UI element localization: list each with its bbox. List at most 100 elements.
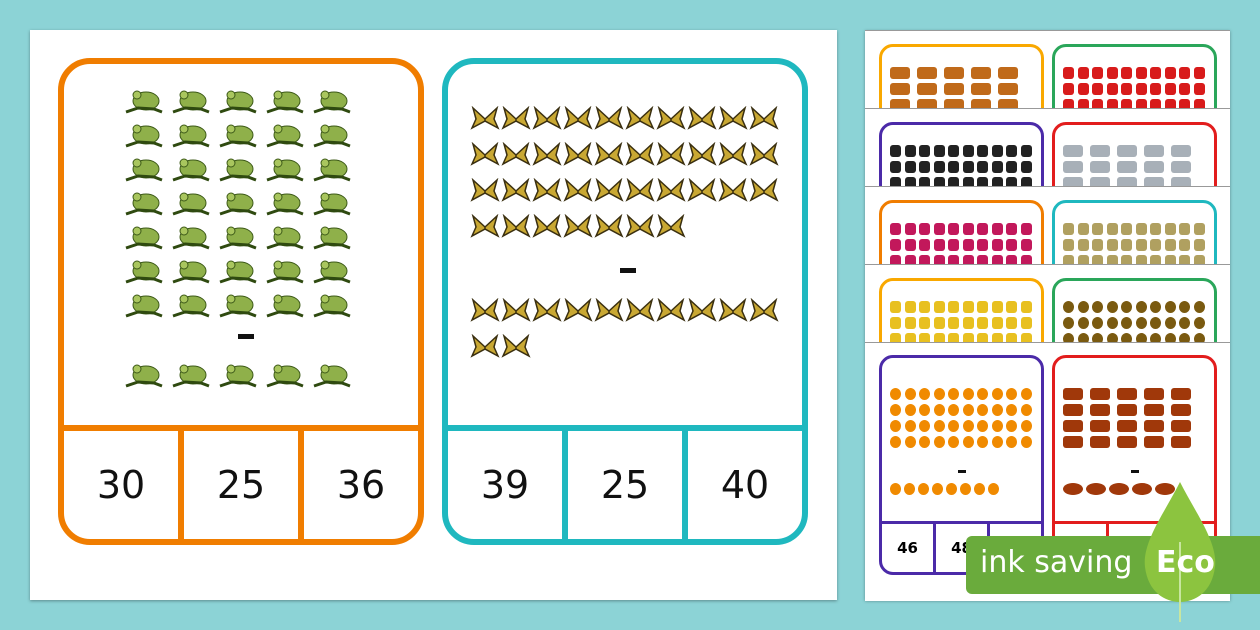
orange-icon	[919, 436, 930, 448]
domino-icon	[904, 177, 916, 189]
flower-icon	[948, 317, 959, 329]
butterfly-icon	[594, 177, 625, 208]
flower-icon	[962, 317, 974, 329]
butterfly-icon	[718, 177, 749, 208]
answer-option[interactable]: 25	[178, 431, 298, 539]
sunflower-icon	[1135, 333, 1147, 345]
flower-icon	[890, 333, 901, 345]
orange-icon	[962, 436, 974, 448]
domino-icon	[948, 161, 959, 173]
fish-icon	[1090, 420, 1110, 432]
ice-lolly-icon	[890, 239, 901, 251]
answer-option[interactable]: 39	[480, 463, 530, 507]
frog-icon	[312, 122, 359, 152]
sunflower-icon	[1106, 333, 1118, 345]
frog-icon	[171, 88, 218, 118]
answer-option[interactable]: 36	[298, 431, 418, 539]
ladybird-icon	[1063, 83, 1074, 95]
stick-preview-card	[1052, 200, 1217, 267]
flower-icon	[948, 301, 959, 313]
fish-icon	[1144, 436, 1164, 448]
orange-icon	[991, 404, 1003, 416]
ladybird-icon	[1077, 99, 1089, 111]
ice-lolly-icon	[962, 239, 974, 251]
squirrel-icon	[917, 67, 937, 79]
ice-lolly-icon	[933, 255, 945, 267]
frog-icon	[312, 88, 359, 118]
ladybird-icon	[1063, 99, 1074, 111]
domino-icon	[977, 145, 988, 157]
fish-icon	[1155, 483, 1175, 495]
squirrel-icon	[971, 83, 991, 95]
sunflower-icon	[1135, 301, 1147, 313]
preview-sheet	[865, 264, 1230, 345]
frog-icon	[124, 292, 171, 322]
stick-icon	[1179, 223, 1190, 235]
butterfly-icon	[563, 177, 594, 208]
stick-icon	[1193, 223, 1205, 235]
fish-icon	[1171, 388, 1191, 400]
sunflower-icon	[1063, 301, 1074, 313]
stick-icon	[1121, 223, 1132, 235]
frog-icon	[171, 156, 218, 186]
fish-icon	[1171, 420, 1191, 432]
cloud-icon	[1090, 161, 1110, 173]
frog-icon	[171, 258, 218, 288]
ladybird-icon	[1121, 83, 1132, 95]
butterfly-icon	[594, 105, 625, 136]
squirrel-icon	[890, 67, 910, 79]
ice-lolly-icon	[948, 255, 959, 267]
minus-sign	[238, 334, 254, 339]
flower-icon	[890, 317, 901, 329]
flower-icon	[904, 317, 916, 329]
frog-group-first	[124, 88, 359, 322]
flower-icon	[991, 333, 1003, 345]
fish-icon	[1117, 388, 1137, 400]
butterfly-icon	[687, 105, 718, 136]
flower-icon	[933, 317, 945, 329]
flower-icon	[948, 333, 959, 345]
cloud-icon	[1117, 161, 1137, 173]
orange-icon	[932, 483, 943, 495]
sunflower-icon	[1179, 301, 1190, 313]
flower-icon	[933, 301, 945, 313]
answer-option[interactable]: 46	[897, 539, 918, 557]
domino-icon	[962, 177, 974, 189]
ice-lolly-icon	[1006, 223, 1017, 235]
flower-icon	[1006, 317, 1017, 329]
squirrel-icon	[944, 67, 964, 79]
sunflower-icon	[1150, 317, 1161, 329]
butterfly-icon	[687, 177, 718, 208]
ice-lolly-icon	[919, 255, 930, 267]
orange-icon	[1020, 404, 1032, 416]
answer-option[interactable]: 30	[96, 463, 146, 507]
frog-icon	[265, 190, 312, 220]
answer-option[interactable]: 25	[562, 431, 682, 539]
frog-icon	[218, 362, 265, 392]
flower-icon	[904, 301, 916, 313]
frog-icon	[124, 224, 171, 254]
preview-sheet	[865, 186, 1230, 267]
butterfly-icon	[470, 105, 501, 136]
eco-badge: ink saving Eco	[966, 482, 1260, 622]
ladybird-icon	[1164, 99, 1176, 111]
ladybird-icon	[1121, 67, 1132, 79]
ladybird-icon	[1077, 83, 1089, 95]
ice-lolly-icon	[948, 223, 959, 235]
stick-icon	[1121, 239, 1132, 251]
butterfly-icon	[687, 297, 718, 328]
cloud-icon	[1063, 161, 1083, 173]
flower-icon	[991, 301, 1003, 313]
stick-icon	[1106, 223, 1118, 235]
frog-icon	[124, 258, 171, 288]
domino-icon	[962, 145, 974, 157]
stick-icon	[1164, 223, 1176, 235]
sunflower-icon	[1193, 301, 1205, 313]
preview-sheet	[865, 108, 1230, 189]
frog-icon	[265, 362, 312, 392]
answer-option[interactable]: 40	[682, 431, 802, 539]
flower-icon	[1020, 301, 1032, 313]
ladybird-icon	[1179, 67, 1190, 79]
frog-icon	[312, 292, 359, 322]
butterfly-clip-card: 39 25 40	[442, 58, 808, 545]
